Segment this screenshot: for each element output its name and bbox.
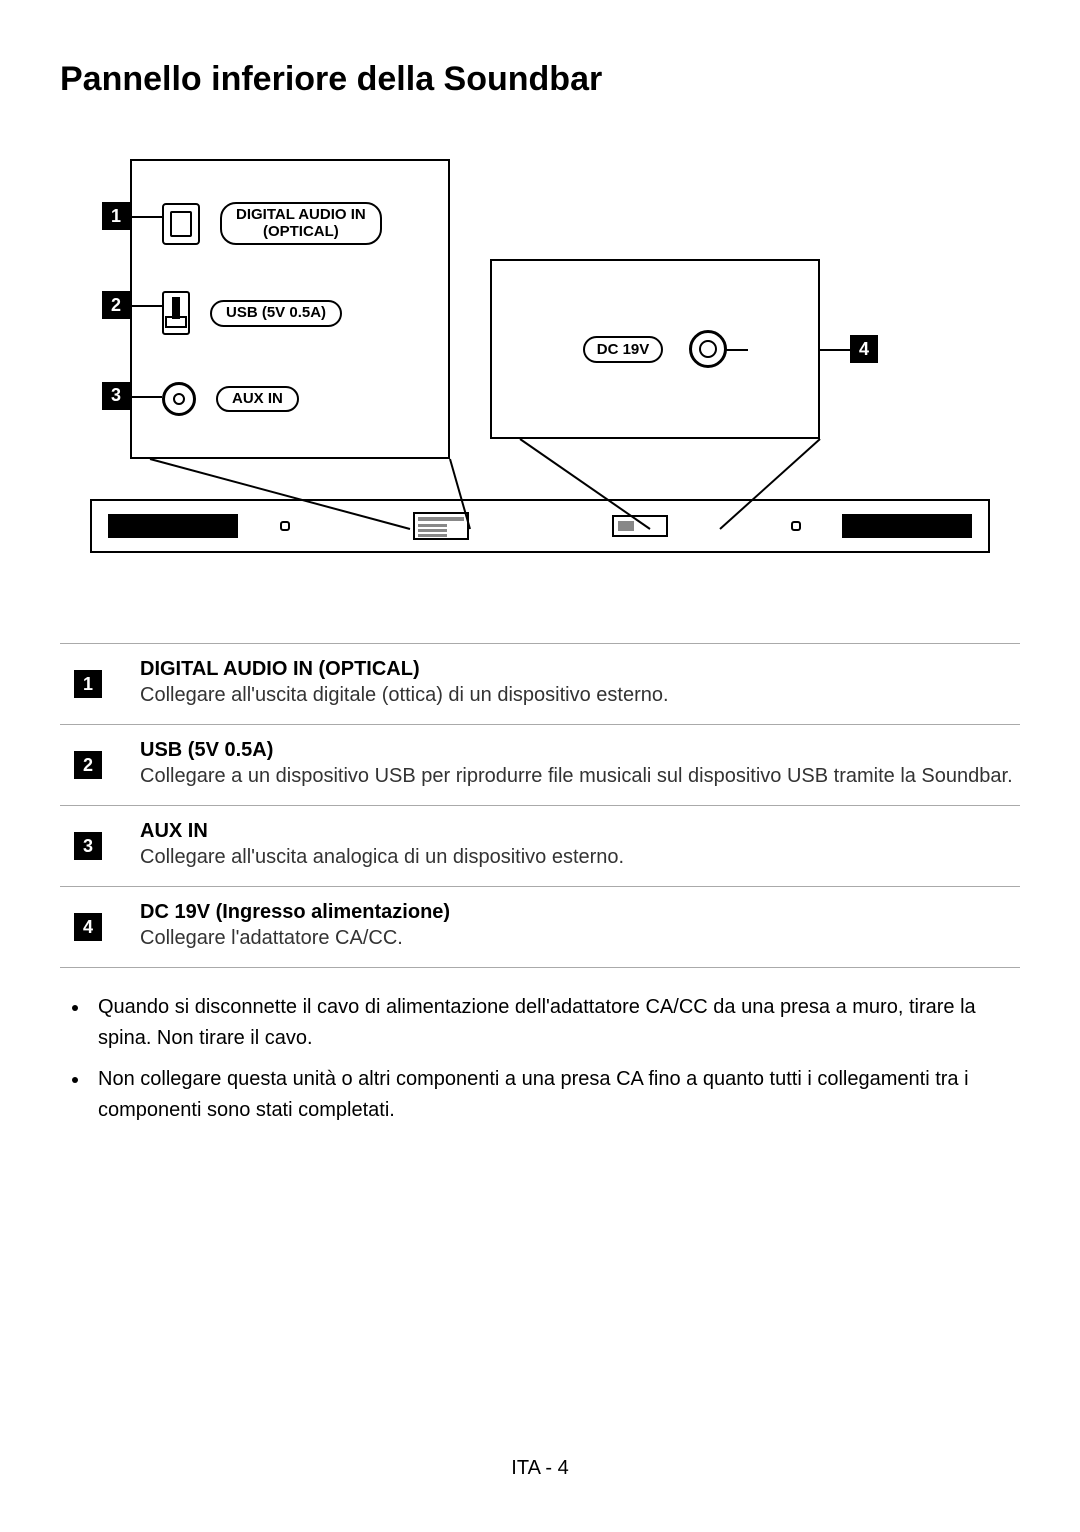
row-desc: Collegare all'uscita analogica di un dis… xyxy=(140,843,1020,872)
notes-list: Quando si disconnette il cavo di aliment… xyxy=(60,992,1020,1126)
dc-jack-icon xyxy=(689,330,727,368)
usb-port-row: 2 USB (5V 0.5A) xyxy=(162,291,430,335)
dc-port-label: DC 19V xyxy=(583,336,664,363)
callout-badge-1: 1 xyxy=(102,202,130,230)
row-title: USB (5V 0.5A) xyxy=(140,739,1020,762)
note-item: Quando si disconnette il cavo di aliment… xyxy=(90,992,1020,1054)
usb-port-icon xyxy=(162,291,190,335)
table-row: 4 DC 19V (Ingresso alimentazione) Colleg… xyxy=(60,887,1020,968)
soundbar-bottom-view xyxy=(90,499,990,553)
soundbar-diagram: 1 DIGITAL AUDIO IN (OPTICAL) 2 USB (5V 0… xyxy=(90,159,990,553)
row-desc: Collegare l'adattatore CA/CC. xyxy=(140,924,1020,953)
row-title: DIGITAL AUDIO IN (OPTICAL) xyxy=(140,658,1020,681)
aux-port-row: 3 AUX IN xyxy=(162,382,430,416)
left-ports-panel: 1 DIGITAL AUDIO IN (OPTICAL) 2 USB (5V 0… xyxy=(130,159,450,459)
aux-port-icon xyxy=(162,382,196,416)
row-title: DC 19V (Ingresso alimentazione) xyxy=(140,901,1020,924)
row-title: AUX IN xyxy=(140,820,1020,843)
optical-port-icon xyxy=(162,203,200,245)
row-desc: Collegare all'uscita digitale (ottica) d… xyxy=(140,681,1020,710)
row-badge-1: 1 xyxy=(74,670,102,698)
soundbar-ports-area-right xyxy=(612,515,668,537)
right-port-panel: DC 19V 4 xyxy=(490,259,820,439)
optical-port-label: DIGITAL AUDIO IN (OPTICAL) xyxy=(220,202,382,245)
table-row: 3 AUX IN Collegare all'uscita analogica … xyxy=(60,806,1020,887)
table-row: 1 DIGITAL AUDIO IN (OPTICAL) Collegare a… xyxy=(60,644,1020,725)
note-item: Non collegare questa unità o altri compo… xyxy=(90,1064,1020,1126)
row-badge-4: 4 xyxy=(74,913,102,941)
soundbar-ports-area-left xyxy=(413,512,469,540)
page-footer: ITA - 4 xyxy=(0,1457,1080,1480)
usb-port-label: USB (5V 0.5A) xyxy=(210,300,342,327)
page-title: Pannello inferiore della Soundbar xyxy=(60,60,1020,99)
optical-port-row: 1 DIGITAL AUDIO IN (OPTICAL) xyxy=(162,202,430,245)
row-badge-2: 2 xyxy=(74,751,102,779)
callout-badge-3: 3 xyxy=(102,382,130,410)
aux-port-label: AUX IN xyxy=(216,386,299,413)
table-row: 2 USB (5V 0.5A) Collegare a un dispositi… xyxy=(60,725,1020,806)
callout-badge-2: 2 xyxy=(102,291,130,319)
row-desc: Collegare a un dispositivo USB per ripro… xyxy=(140,762,1020,791)
callout-badge-4: 4 xyxy=(850,335,878,363)
row-badge-3: 3 xyxy=(74,832,102,860)
ports-description-table: 1 DIGITAL AUDIO IN (OPTICAL) Collegare a… xyxy=(60,643,1020,968)
